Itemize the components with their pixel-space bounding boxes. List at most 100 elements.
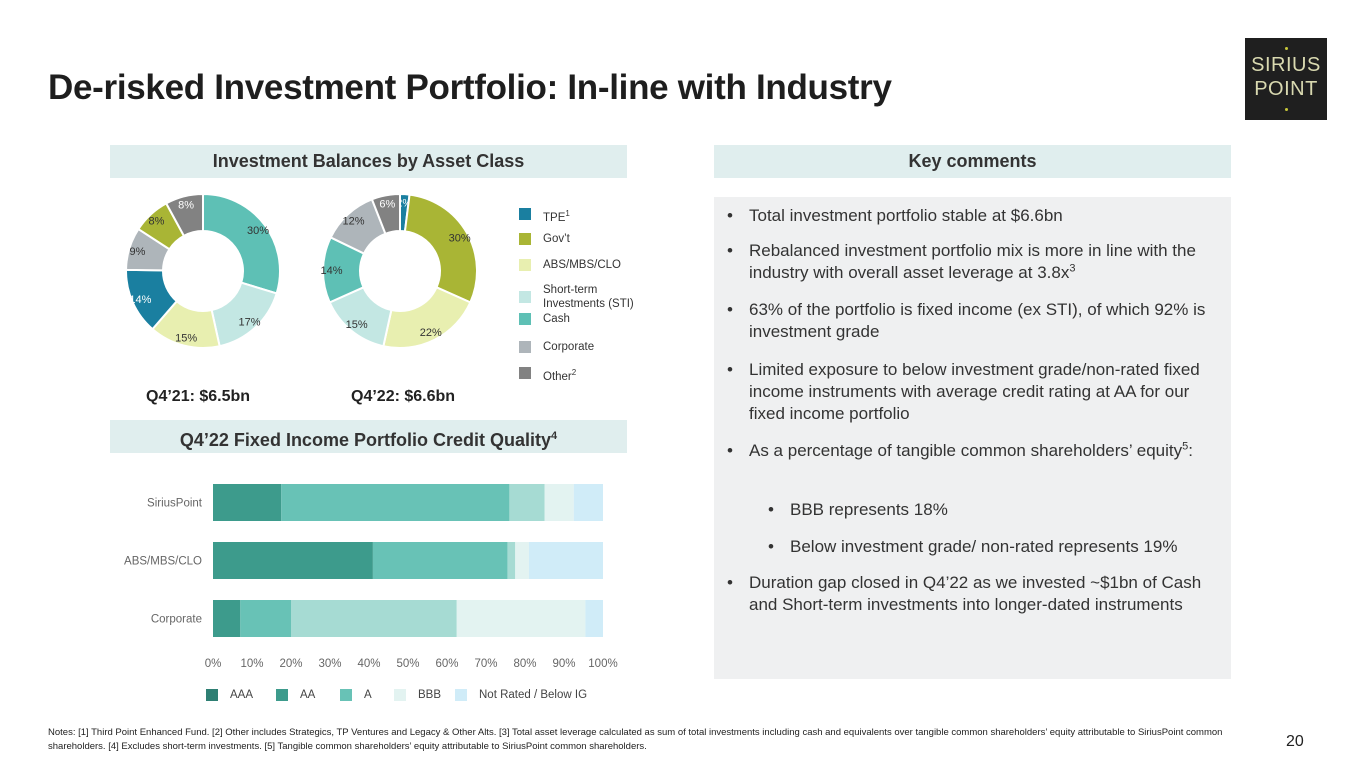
bar-segment bbox=[509, 484, 545, 521]
legend-swatch bbox=[276, 689, 288, 701]
bar-segment bbox=[281, 484, 510, 521]
footnote-ref: 2 bbox=[571, 368, 577, 377]
comment-bullet: • Limited exposure to below investment gr… bbox=[727, 359, 1219, 425]
category-label: ABS/MBS/CLO bbox=[124, 556, 202, 568]
section-header-credit: Q4’22 Fixed Income Portfolio Credit Qual… bbox=[110, 420, 627, 453]
comment-text: 63% of the portfolio is fixed income (ex… bbox=[749, 300, 1206, 341]
comment-sub-bullet: • BBB represents 18% bbox=[768, 499, 1220, 521]
logo-line-1: SIRIUS bbox=[1251, 54, 1321, 76]
bar-segment bbox=[291, 600, 457, 637]
bullet-icon: • bbox=[768, 537, 774, 556]
bullet-icon: • bbox=[727, 573, 733, 592]
comment-bullet: • Total investment portfolio stable at $6… bbox=[727, 205, 1219, 227]
legend-swatch bbox=[519, 367, 531, 379]
comment-text-end: : bbox=[1188, 441, 1193, 460]
x-tick-label: 30% bbox=[318, 658, 341, 670]
donut-title-q422: Q4’22: $6.6bn bbox=[351, 388, 456, 405]
donut-slice-other bbox=[370, 195, 401, 236]
bullet-icon: • bbox=[768, 500, 774, 519]
comment-text: As a percentage of tangible common share… bbox=[749, 441, 1183, 460]
donut-slice-label: 14% bbox=[320, 265, 342, 277]
donut-slice-gov-t bbox=[403, 195, 478, 304]
comment-text: Below investment grade/ non-rated repres… bbox=[790, 537, 1178, 556]
bullet-icon: • bbox=[727, 360, 733, 379]
footnote-ref: 4 bbox=[550, 430, 558, 442]
legend-label: AA bbox=[300, 689, 316, 701]
legend-swatch bbox=[519, 313, 531, 325]
x-tick-label: 20% bbox=[279, 658, 302, 670]
legend-label: ABS/MBS/CLO bbox=[543, 259, 621, 271]
donut-slice-label: 30% bbox=[247, 225, 269, 237]
donut-slice-label: 12% bbox=[342, 216, 364, 228]
legend-swatch bbox=[519, 341, 531, 353]
bullet-icon: • bbox=[727, 441, 733, 460]
bar-segment bbox=[372, 542, 508, 579]
x-tick-label: 80% bbox=[513, 658, 536, 670]
bar-segment bbox=[507, 542, 516, 579]
footnote-ref: 1 bbox=[565, 209, 570, 218]
logo-line-2: POINT bbox=[1254, 78, 1318, 100]
comment-text: Total investment portfolio stable at $6.… bbox=[749, 206, 1063, 225]
bar-segment bbox=[240, 600, 291, 637]
section-header-comments: Key comments bbox=[714, 145, 1231, 178]
comment-sub-bullet: • Below investment grade/ non-rated repre… bbox=[768, 536, 1230, 558]
x-tick-label: 10% bbox=[240, 658, 263, 670]
x-tick-label: 40% bbox=[357, 658, 380, 670]
bar-segment bbox=[528, 542, 603, 579]
donut-slice-label: 8% bbox=[178, 200, 194, 212]
donut-slice-cash bbox=[202, 195, 281, 295]
category-label: SiriusPoint bbox=[147, 498, 203, 510]
legend-label: Gov’t bbox=[543, 233, 570, 245]
legend-label: BBB bbox=[418, 689, 442, 701]
bullet-icon: • bbox=[727, 241, 733, 260]
bar-segment bbox=[456, 600, 586, 637]
x-tick-label: 90% bbox=[552, 658, 575, 670]
legend-swatch bbox=[519, 291, 531, 303]
bar-segment bbox=[213, 542, 373, 579]
donut-charts: 30%17%15%14%9%8%8% 2%30%22%15%14%12%6% bbox=[124, 195, 478, 349]
logo-dot-icon bbox=[1285, 47, 1288, 50]
legend-label: Cash bbox=[543, 313, 570, 325]
legend-swatch bbox=[394, 689, 406, 701]
legend-swatch bbox=[340, 689, 352, 701]
legend-swatch bbox=[206, 689, 218, 701]
donut-slice-label: 15% bbox=[175, 332, 197, 344]
x-tick-label: 60% bbox=[435, 658, 458, 670]
legend-label: Short-term Investments (STI) bbox=[543, 284, 634, 310]
donut-slice-label: 15% bbox=[346, 319, 368, 331]
legend-swatch bbox=[519, 208, 531, 220]
donut-slice-label: 8% bbox=[149, 216, 165, 228]
bar-segment bbox=[585, 600, 603, 637]
donut-slice-label: 30% bbox=[449, 232, 471, 244]
donut-slice-label: 14% bbox=[129, 294, 151, 306]
section-header-credit-text: Q4’22 Fixed Income Portfolio Credit Qual… bbox=[179, 430, 551, 450]
x-tick-label: 70% bbox=[474, 658, 497, 670]
footnote-ref: 5 bbox=[1182, 440, 1189, 453]
category-label: Corporate bbox=[151, 614, 202, 626]
siriuspoint-logo: SIRIUS POINT bbox=[1245, 38, 1327, 120]
legend-swatch bbox=[519, 233, 531, 245]
bar-segment bbox=[213, 484, 282, 521]
comment-text: Limited exposure to below investment gra… bbox=[749, 360, 1200, 423]
footnote-ref: 3 bbox=[1069, 262, 1076, 275]
comment-text: Rebalanced investment portfolio mix is m… bbox=[749, 241, 1196, 282]
donut-slice-label: 22% bbox=[420, 327, 442, 339]
comment-bullet: • 63% of the portfolio is fixed income (e… bbox=[727, 299, 1219, 343]
donut-slice-label: 9% bbox=[130, 246, 146, 258]
x-tick-label: 50% bbox=[396, 658, 419, 670]
x-tick-label: 100% bbox=[588, 658, 617, 670]
logo-dot-icon bbox=[1285, 108, 1288, 111]
legend-label: Corporate bbox=[543, 341, 595, 353]
comment-bullet: • As a percentage of tangible common shar… bbox=[727, 440, 1219, 462]
credit-quality-bar-chart: SiriusPoint ABS/MBS/CLO Corporate 0% 10% 20% 3… bbox=[124, 484, 618, 670]
legend-swatch bbox=[455, 689, 467, 701]
donut-title-q421: Q4’21: $6.5bn bbox=[146, 388, 251, 405]
donut-slice-sti bbox=[210, 281, 278, 348]
bar-segment bbox=[515, 542, 529, 579]
bullet-icon: • bbox=[727, 300, 733, 319]
bullet-icon: • bbox=[727, 206, 733, 225]
comment-bullet: • Duration gap closed in Q4’22 as we inve… bbox=[727, 572, 1219, 616]
x-tick-label: 0% bbox=[205, 658, 222, 670]
section-header-balances: Investment Balances by Asset Class bbox=[110, 145, 627, 178]
comment-bullet: • Rebalanced investment portfolio mix is … bbox=[727, 240, 1219, 284]
